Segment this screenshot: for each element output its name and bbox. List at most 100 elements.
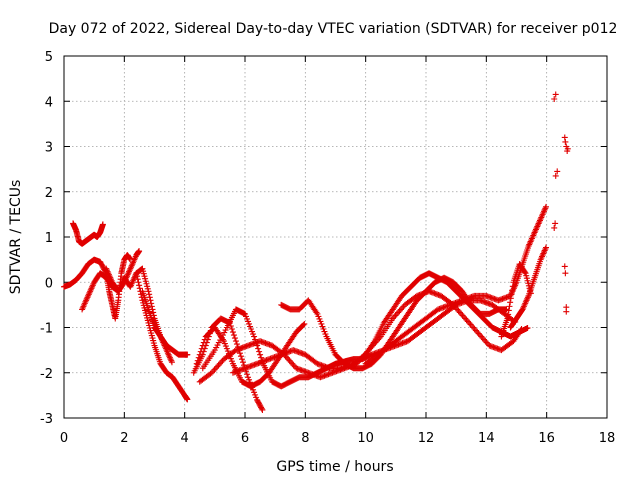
- data-point: [478, 333, 485, 340]
- data-point: [475, 330, 482, 337]
- data-point: [459, 312, 466, 319]
- data-point: [564, 145, 571, 152]
- data-point: [251, 333, 258, 340]
- y-tick-label: 5: [45, 50, 53, 65]
- y-tick-label: 2: [45, 186, 53, 201]
- data-point: [230, 332, 237, 339]
- data-point: [233, 341, 240, 348]
- x-tick-label: 18: [599, 431, 616, 446]
- series-track-n: [507, 245, 549, 331]
- data-point: [168, 359, 175, 366]
- x-axis-label: GPS time / hours: [276, 459, 393, 475]
- data-point: [145, 288, 152, 295]
- x-tick-label: 4: [181, 431, 189, 446]
- data-point: [476, 332, 483, 339]
- data-point: [212, 365, 219, 372]
- data-point: [552, 172, 559, 179]
- data-point: [562, 138, 569, 145]
- data-point: [391, 313, 398, 320]
- series-track-h: [193, 320, 308, 390]
- data-point: [561, 134, 568, 141]
- data-point: [479, 335, 486, 342]
- data-point: [199, 342, 206, 349]
- data-point: [527, 290, 534, 297]
- x-tick-label: 2: [120, 431, 128, 446]
- data-point: [524, 325, 531, 332]
- data-point: [505, 307, 512, 314]
- x-tick-label: 10: [357, 431, 374, 446]
- data-point: [542, 203, 549, 210]
- series-track-l: [278, 275, 510, 372]
- series-track-a: [70, 220, 106, 247]
- data-point: [456, 309, 463, 316]
- series-track-j: [197, 288, 525, 385]
- data-point: [136, 282, 143, 289]
- data-point: [521, 269, 528, 276]
- y-tick-label: -1: [40, 322, 53, 337]
- data-point: [193, 360, 200, 367]
- data-point: [237, 353, 244, 360]
- data-point: [392, 312, 399, 319]
- data-point: [289, 360, 296, 367]
- data-point: [218, 359, 225, 366]
- data-point: [229, 329, 236, 336]
- chart-title: Day 072 of 2022, Sidereal Day-to-day VTE…: [49, 21, 618, 37]
- series-track-o: [498, 261, 534, 340]
- data-point: [393, 310, 400, 317]
- data-point: [198, 345, 205, 352]
- data-point: [214, 363, 221, 370]
- series-track-k: [230, 270, 531, 376]
- data-point: [507, 299, 514, 306]
- data-point: [228, 326, 235, 333]
- x-tick-label: 12: [418, 431, 435, 446]
- data-point: [552, 220, 559, 227]
- data-point: [542, 244, 549, 251]
- data-point: [506, 303, 513, 310]
- data-point: [232, 338, 239, 345]
- data-point: [563, 308, 570, 315]
- data-point: [561, 263, 568, 270]
- data-point: [258, 405, 265, 412]
- data-point: [287, 359, 294, 366]
- data-point: [468, 322, 475, 329]
- y-tick-label: -3: [40, 412, 53, 427]
- x-tick-label: 16: [538, 431, 555, 446]
- data-point: [554, 168, 561, 175]
- y-tick-label: 0: [45, 276, 53, 291]
- data-point: [216, 360, 223, 367]
- y-tick-label: -2: [40, 367, 53, 382]
- y-tick-label: 3: [45, 141, 53, 156]
- data-point: [134, 273, 141, 280]
- data-point: [504, 315, 511, 322]
- data-point: [184, 396, 191, 403]
- data-point: [197, 348, 204, 355]
- x-tick-label: 14: [478, 431, 495, 446]
- data-point: [458, 310, 465, 317]
- data-point: [467, 321, 474, 328]
- data-point: [562, 270, 569, 277]
- data-point: [472, 327, 479, 334]
- data-point: [135, 279, 142, 286]
- data-point: [238, 356, 245, 363]
- data-point: [196, 351, 203, 358]
- data-point: [396, 307, 403, 314]
- data-point: [460, 313, 467, 320]
- data-point: [509, 287, 516, 294]
- data-point: [255, 345, 262, 352]
- data-point: [200, 339, 207, 346]
- data-point: [505, 311, 512, 318]
- data-point: [300, 321, 307, 328]
- y-tick-label: 4: [45, 95, 53, 110]
- data-point: [257, 351, 264, 358]
- x-tick-label: 6: [241, 431, 249, 446]
- data-point: [150, 309, 157, 316]
- data-point: [215, 362, 222, 369]
- data-point: [301, 320, 308, 327]
- data-point: [455, 307, 462, 314]
- data-point: [463, 316, 470, 323]
- data-point: [239, 359, 246, 366]
- data-point: [466, 319, 473, 326]
- data-point: [464, 318, 471, 325]
- data-point: [397, 306, 404, 313]
- data-point: [399, 304, 406, 311]
